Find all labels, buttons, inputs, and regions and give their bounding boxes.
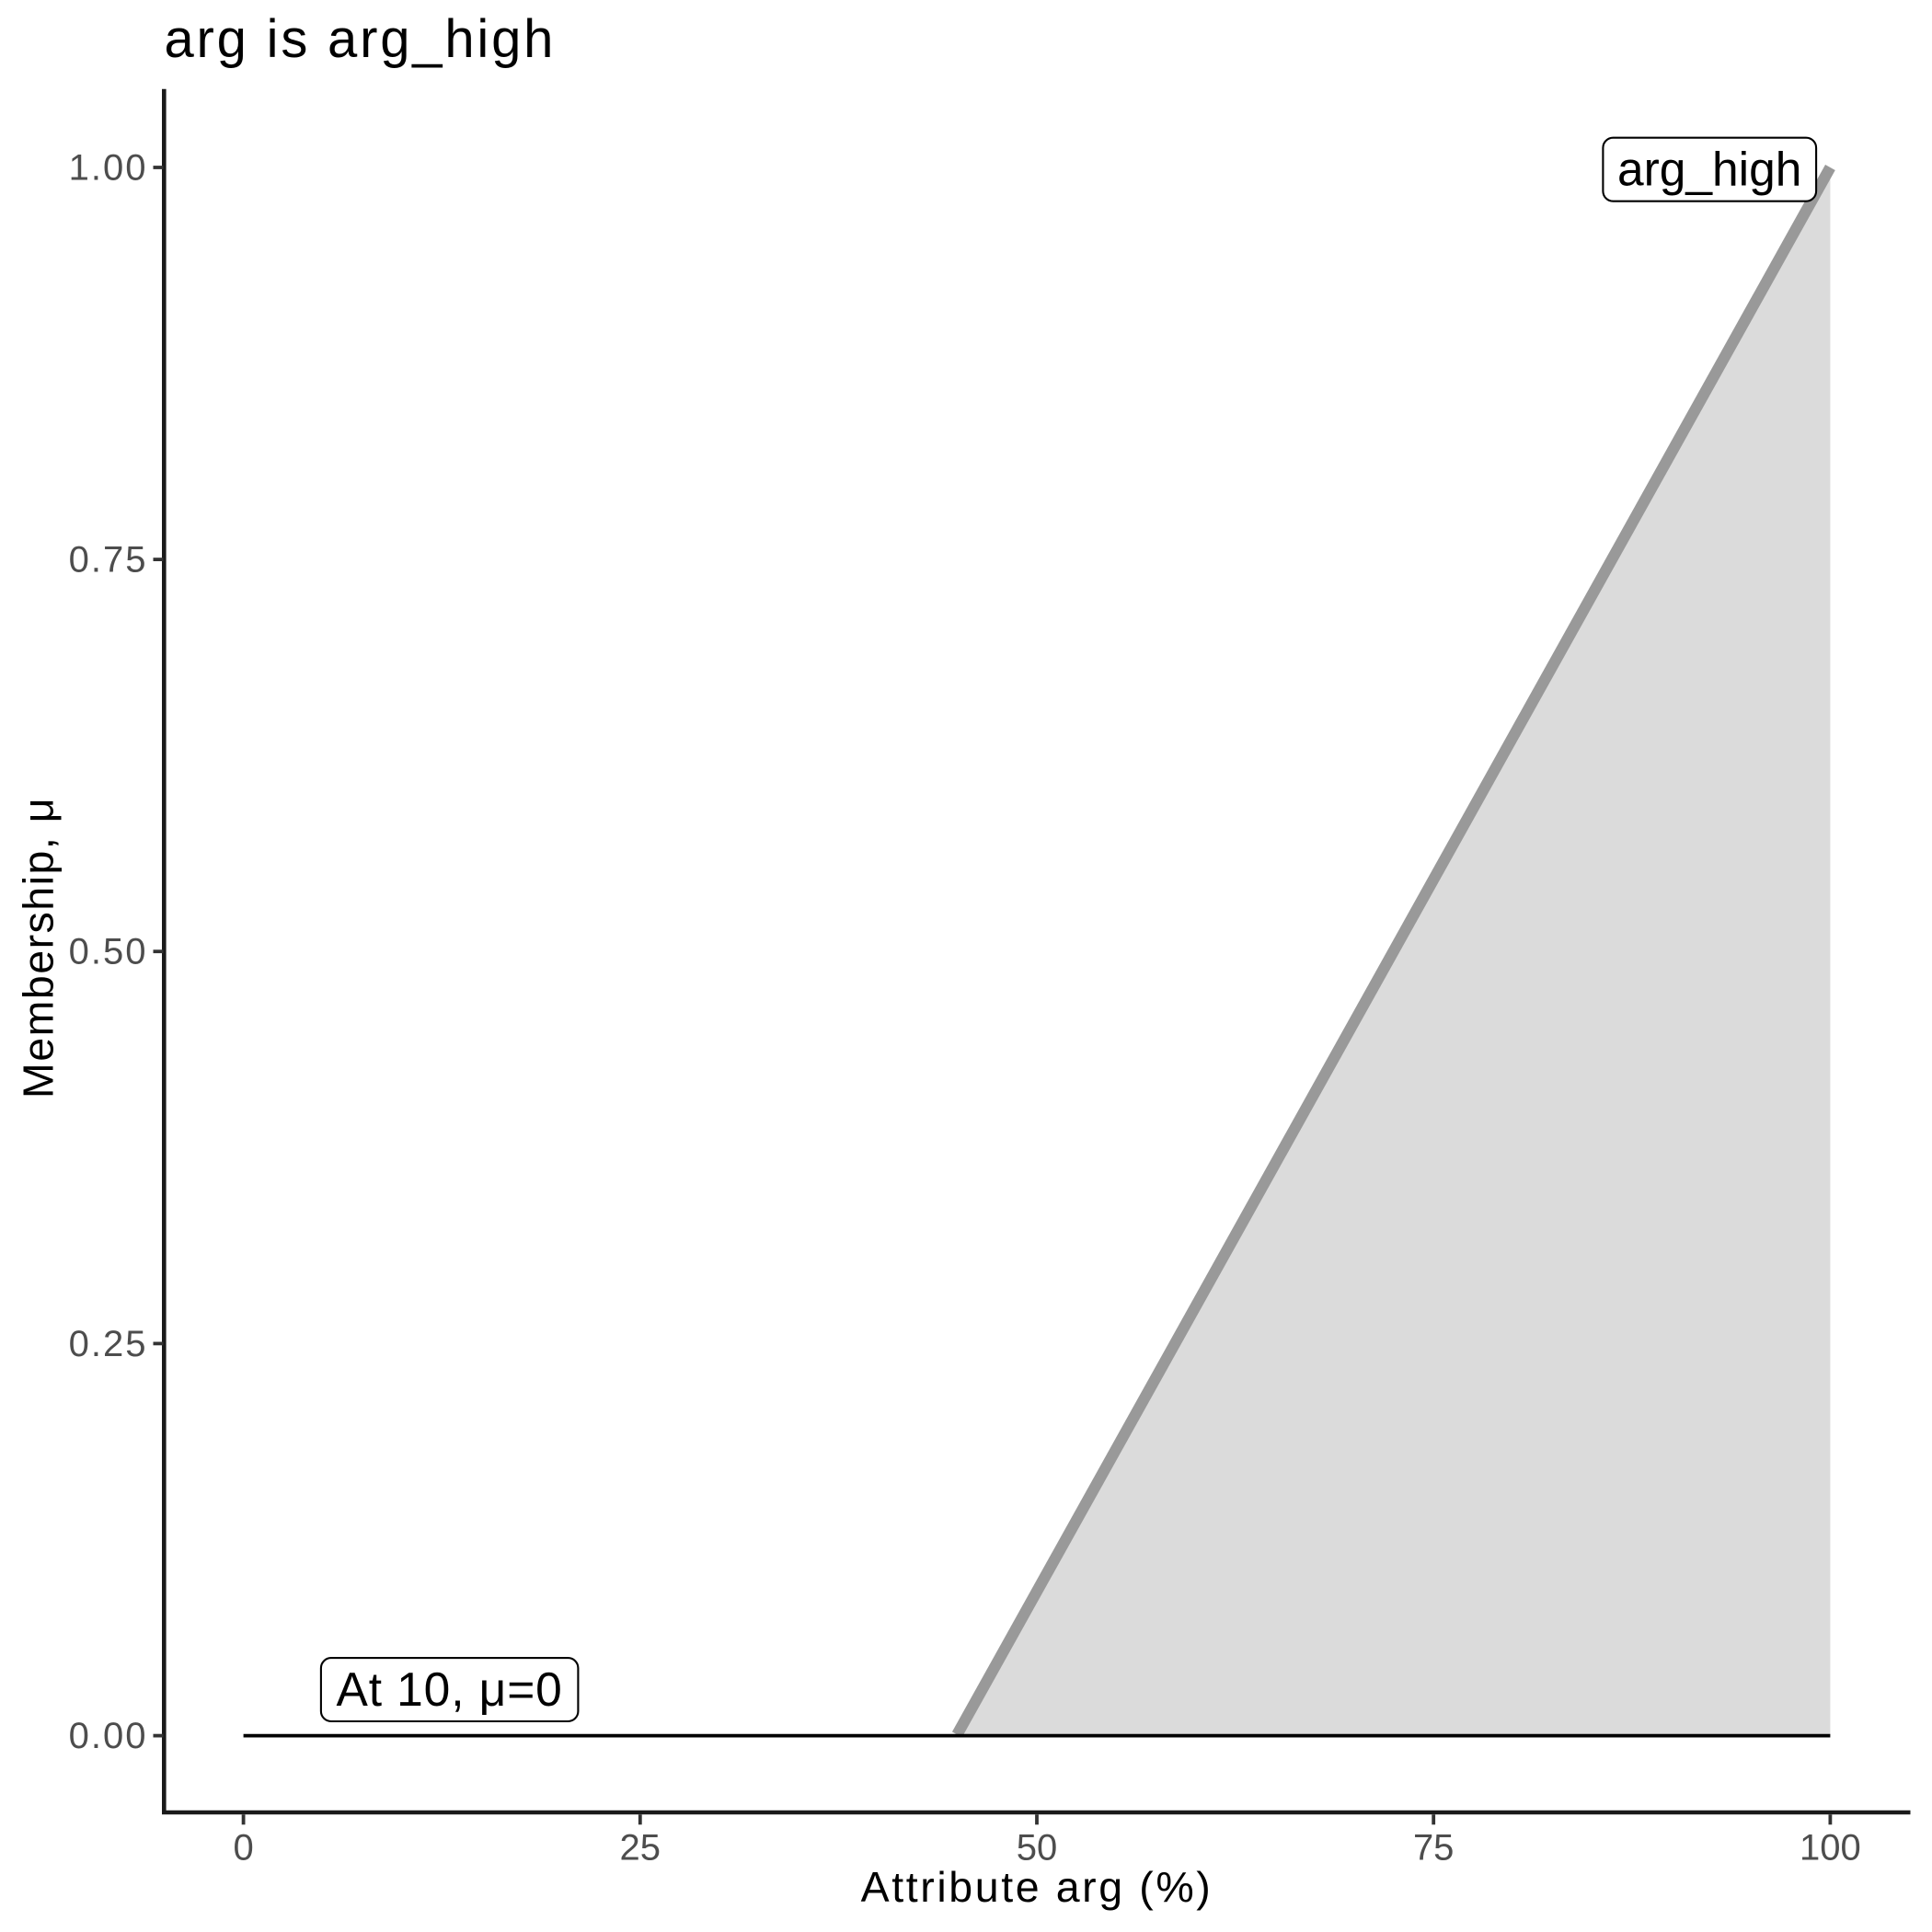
svg-text:Membership, μ: Membership, μ (15, 797, 63, 1098)
svg-text:Attribute arg (%): Attribute arg (%) (861, 1863, 1213, 1911)
svg-text:75: 75 (1413, 1828, 1455, 1869)
svg-text:25: 25 (620, 1828, 661, 1869)
svg-text:0.50: 0.50 (69, 932, 148, 972)
svg-text:0.75: 0.75 (69, 540, 148, 581)
svg-text:arg_high: arg_high (1617, 143, 1801, 196)
svg-text:arg is arg_high: arg is arg_high (165, 9, 557, 69)
svg-text:0.00: 0.00 (69, 1716, 148, 1756)
svg-text:50: 50 (1017, 1828, 1058, 1869)
svg-text:At 10, μ=0: At 10, μ=0 (336, 1662, 562, 1716)
svg-text:0: 0 (233, 1828, 253, 1869)
svg-text:1.00: 1.00 (69, 147, 148, 188)
svg-text:100: 100 (1800, 1828, 1861, 1869)
svg-text:0.25: 0.25 (69, 1324, 148, 1364)
